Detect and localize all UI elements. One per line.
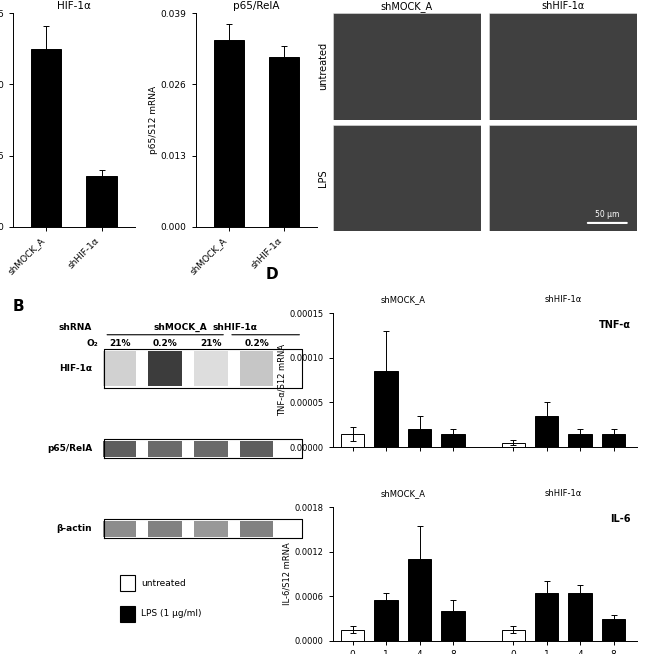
Bar (103, 521, 136, 537)
Bar (569, 434, 592, 447)
Y-axis label: LPS: LPS (318, 169, 328, 187)
Text: 50 μm: 50 μm (595, 209, 619, 218)
Y-axis label: TNF-α/S12 mRNA: TNF-α/S12 mRNA (278, 344, 287, 416)
Text: shHIF-1α: shHIF-1α (213, 323, 257, 332)
Title: shHIF-1α: shHIF-1α (541, 1, 584, 11)
Bar (502, 443, 525, 447)
Bar (408, 429, 432, 447)
Bar (441, 611, 465, 641)
Text: shRNA: shRNA (58, 323, 92, 332)
Bar (535, 593, 558, 641)
Bar (341, 434, 365, 447)
Bar (31, 48, 62, 227)
Text: D: D (266, 267, 278, 282)
Text: untreated: untreated (141, 579, 186, 588)
Bar (103, 351, 136, 386)
Title: p65/RelA: p65/RelA (233, 1, 280, 11)
Y-axis label: p65/S12 mRNA: p65/S12 mRNA (149, 86, 158, 154)
Bar (341, 630, 365, 641)
Bar (374, 600, 398, 641)
Bar (240, 441, 273, 456)
Text: shMOCK_A: shMOCK_A (380, 295, 425, 304)
Text: 0.2%: 0.2% (244, 339, 269, 348)
Bar (240, 351, 273, 386)
Bar (269, 57, 300, 227)
Text: 21%: 21% (200, 339, 222, 348)
Bar (120, 576, 135, 591)
Bar (569, 593, 592, 641)
Bar (103, 441, 136, 456)
Text: B: B (13, 299, 25, 314)
Bar (240, 521, 273, 537)
Text: β-actin: β-actin (57, 525, 92, 533)
Text: shMOCK_A: shMOCK_A (153, 323, 207, 332)
Text: shHIF-1α: shHIF-1α (545, 295, 582, 304)
Bar (120, 606, 135, 622)
Text: O₂: O₂ (86, 339, 98, 348)
Bar (535, 416, 558, 447)
Bar (602, 619, 625, 641)
Bar (441, 434, 465, 447)
Bar (86, 175, 117, 227)
Bar (502, 630, 525, 641)
Bar (148, 441, 182, 456)
Bar (148, 521, 182, 537)
Bar (194, 441, 228, 456)
Text: 0.2%: 0.2% (153, 339, 177, 348)
Text: IL-6: IL-6 (610, 514, 631, 524)
Bar (602, 434, 625, 447)
Text: TNF-α: TNF-α (599, 320, 631, 330)
Bar (374, 371, 398, 447)
Bar (194, 521, 228, 537)
Bar (214, 41, 244, 227)
Bar (194, 351, 228, 386)
Text: p65/RelA: p65/RelA (47, 444, 92, 453)
Bar (408, 559, 432, 641)
Text: HIF-1α: HIF-1α (59, 364, 92, 373)
Y-axis label: IL-6/S12 mRNA: IL-6/S12 mRNA (283, 543, 292, 606)
Title: HIF-1α: HIF-1α (57, 1, 91, 11)
Text: shMOCK_A: shMOCK_A (380, 489, 425, 498)
Text: 21%: 21% (109, 339, 130, 348)
Text: shHIF-1α: shHIF-1α (545, 489, 582, 498)
Title: shMOCK_A: shMOCK_A (381, 1, 433, 12)
Bar (148, 351, 182, 386)
Y-axis label: untreated: untreated (318, 43, 328, 90)
Text: LPS (1 μg/ml): LPS (1 μg/ml) (141, 609, 202, 618)
